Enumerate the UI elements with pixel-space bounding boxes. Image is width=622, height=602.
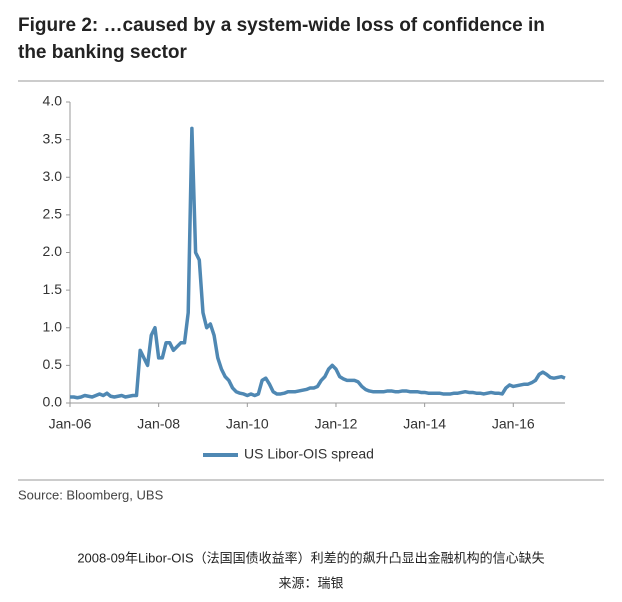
y-tick-label: 2.5 xyxy=(43,206,63,222)
caption: 2008-09年Libor-OIS（法国国债收益率）利差的的飙升凸显出金融机构的… xyxy=(77,550,544,565)
y-tick-label: 2.0 xyxy=(43,243,63,259)
y-tick-label: 1.0 xyxy=(43,318,63,334)
caption: 来源：瑞银 xyxy=(278,575,343,590)
x-tick-label: Jan-10 xyxy=(226,416,269,432)
y-tick-label: 4.0 xyxy=(43,93,63,109)
x-tick-label: Jan-06 xyxy=(49,416,92,432)
y-tick-label: 0.0 xyxy=(43,394,63,410)
legend-label: US Libor-OIS spread xyxy=(244,446,374,462)
x-tick-label: Jan-08 xyxy=(137,416,180,432)
y-tick-label: 1.5 xyxy=(43,281,63,297)
y-tick-label: 0.5 xyxy=(43,356,63,372)
y-tick-label: 3.0 xyxy=(43,168,63,184)
x-tick-label: Jan-14 xyxy=(403,416,446,432)
source: Source: Bloomberg, UBS xyxy=(18,487,164,502)
x-tick-label: Jan-12 xyxy=(315,416,358,432)
chart-title: Figure 2: …caused by a system-wide loss … xyxy=(18,15,545,63)
y-tick-label: 3.5 xyxy=(43,130,63,146)
x-tick-label: Jan-16 xyxy=(492,416,535,432)
line-series xyxy=(70,126,566,400)
